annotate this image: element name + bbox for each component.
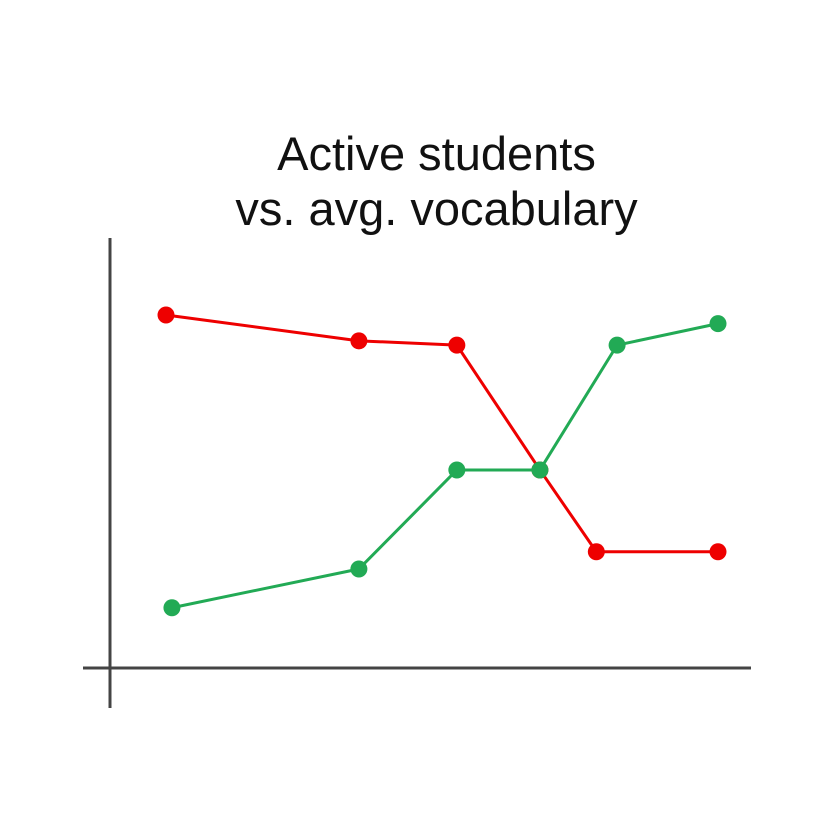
- series-2: [163, 315, 727, 617]
- series-2-point-5: [608, 336, 626, 354]
- series-1-point-5: [587, 543, 605, 561]
- chart-title-line-2: vs. avg. vocabulary: [235, 182, 638, 235]
- chart-title: Active students vs. avg. vocabulary: [0, 126, 833, 236]
- series-2-line: [171, 322, 719, 610]
- series-1-point-3: [448, 336, 466, 354]
- series-1-point-6: [709, 543, 727, 561]
- series-2-point-4: [531, 461, 549, 479]
- series-1-point-2: [350, 332, 368, 350]
- series-1-point-1: [157, 306, 175, 324]
- series-layer: [157, 306, 727, 617]
- series-1: [157, 306, 727, 561]
- series-2-point-3: [448, 461, 466, 479]
- chart-axes: [83, 238, 751, 708]
- series-2-point-6: [709, 315, 727, 333]
- series-2-point-2: [350, 560, 368, 578]
- series-2-point-1: [163, 599, 181, 617]
- series-1-line: [165, 313, 718, 554]
- chart-title-line-1: Active students: [277, 127, 596, 180]
